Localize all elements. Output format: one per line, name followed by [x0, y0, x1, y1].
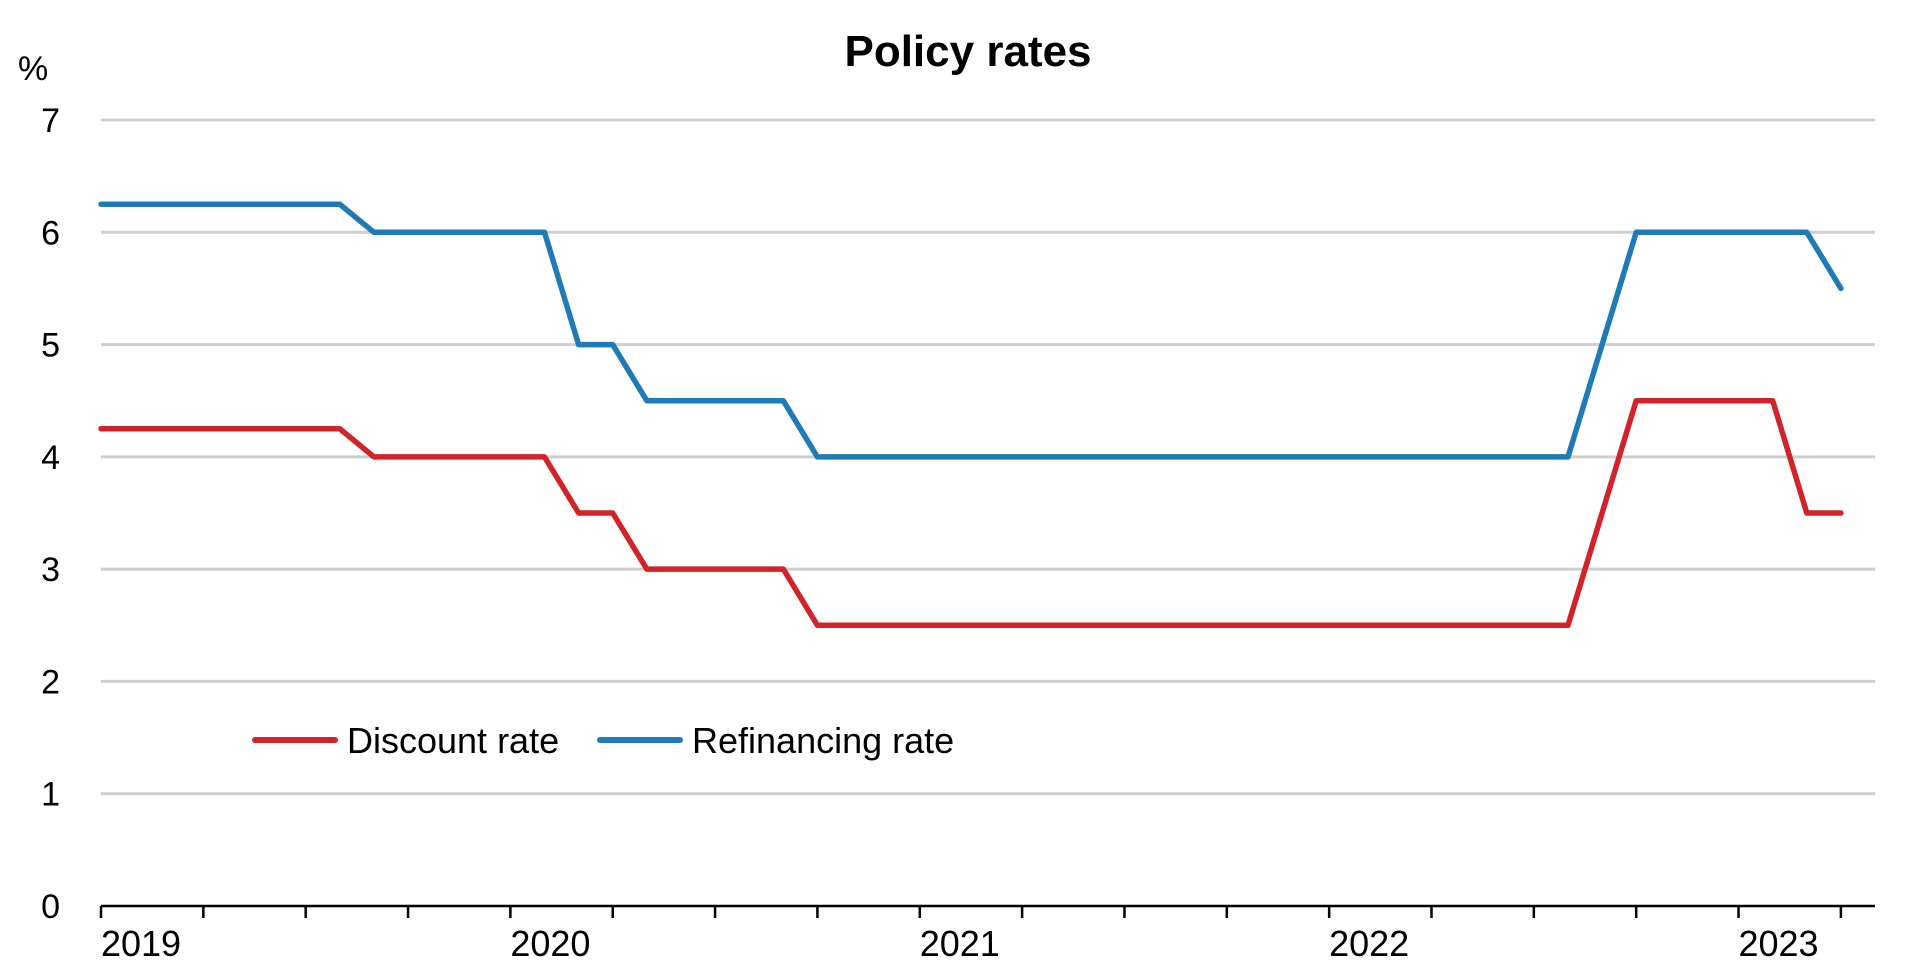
y-tick-label: 4 [41, 439, 60, 477]
series-lines [98, 201, 1844, 629]
x-tick-label: 2023 [1738, 923, 1818, 964]
y-tick-label: 3 [41, 551, 60, 589]
x-tick-label: 2020 [510, 923, 590, 964]
y-tick-label: 5 [41, 327, 60, 365]
y-tick-label: 7 [41, 102, 60, 140]
y-axis-ticks: 0 1 2 3 4 5 6 7 [41, 102, 60, 926]
x-tick-label: 2022 [1329, 923, 1409, 964]
y-tick-label: 0 [41, 888, 60, 926]
series-line-1 [98, 201, 1844, 460]
legend-label-0: Discount rate [347, 720, 559, 761]
y-tick-label: 2 [41, 663, 60, 701]
legend-label-1: Refinancing rate [692, 720, 954, 761]
y-tick-label: 1 [41, 776, 60, 814]
x-tick-label: 2019 [101, 923, 181, 964]
y-tick-label: 6 [41, 214, 60, 252]
chart-title: Policy rates [844, 27, 1091, 76]
legend: Discount rate Refinancing rate [252, 720, 954, 761]
x-tick-label: 2021 [920, 923, 1000, 964]
y-axis-unit: % [18, 50, 48, 88]
series-line-0 [98, 397, 1844, 629]
x-axis: 2019 2020 2021 2022 2023 [99, 904, 1875, 964]
